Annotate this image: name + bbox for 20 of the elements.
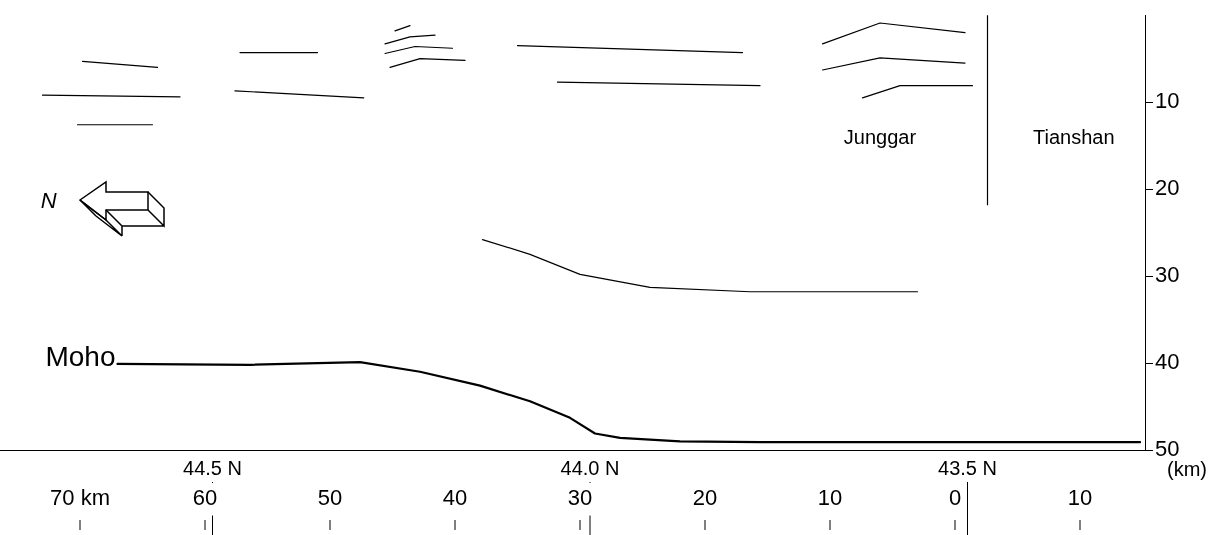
y-tick-label: 20 — [1155, 175, 1180, 201]
annotation: N — [40, 188, 57, 214]
ref-line-label: 44.5 N — [183, 456, 242, 479]
x-tick-label: 10 — [817, 485, 843, 511]
annotation: Tianshan — [1032, 126, 1115, 149]
x-tick-label: 0 — [948, 485, 962, 511]
x-tick-label: 50 — [317, 485, 343, 511]
ref-line-label: 44.0 N — [560, 456, 620, 479]
ref-line-label: 43.5 N — [938, 456, 997, 479]
x-tick-label: 20 — [692, 485, 718, 511]
y-tick-label: 40 — [1155, 349, 1180, 375]
x-tick-label: 40 — [442, 485, 468, 511]
annotation: Moho — [45, 340, 116, 372]
x-tick-label: 30 — [567, 485, 593, 511]
x-tick-label: 10 — [1067, 485, 1093, 511]
x-tick-label: 70 km — [50, 485, 110, 511]
y-tick-label: 10 — [1155, 88, 1180, 114]
x-tick-label: 60 — [192, 485, 218, 511]
y-tick-label: 30 — [1155, 262, 1180, 288]
annotation: Junggar — [843, 126, 917, 149]
